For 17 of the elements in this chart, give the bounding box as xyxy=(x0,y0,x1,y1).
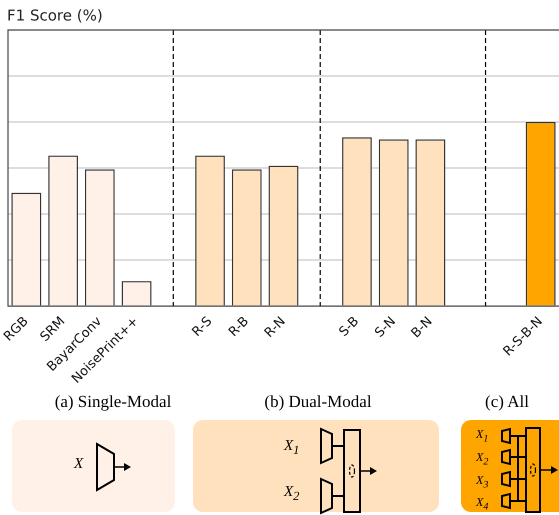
x-tick-label: R-S xyxy=(189,314,216,340)
text: (a) Single-Modal xyxy=(54,392,172,412)
text: X$_{1}$ xyxy=(476,427,488,444)
text: (b) Dual-Modal xyxy=(263,392,373,412)
text: F1 Score (%) xyxy=(7,6,103,24)
x-tick-label: S-N xyxy=(372,314,399,341)
text: X xyxy=(74,456,84,473)
x-tick-label: B-N xyxy=(408,314,436,342)
text: X$_{2}$ xyxy=(284,484,300,504)
text: X$_{1}$ xyxy=(284,438,300,458)
text: (c) All xyxy=(484,392,530,412)
x-tick-label: S-B xyxy=(336,314,362,340)
text: X$_{4}$ xyxy=(476,495,488,512)
x-tick-label: R-B xyxy=(226,314,252,340)
text: X$_{3}$ xyxy=(476,473,488,490)
x-tick-label: R-N xyxy=(262,314,289,341)
text: X$_{2}$ xyxy=(476,450,488,468)
